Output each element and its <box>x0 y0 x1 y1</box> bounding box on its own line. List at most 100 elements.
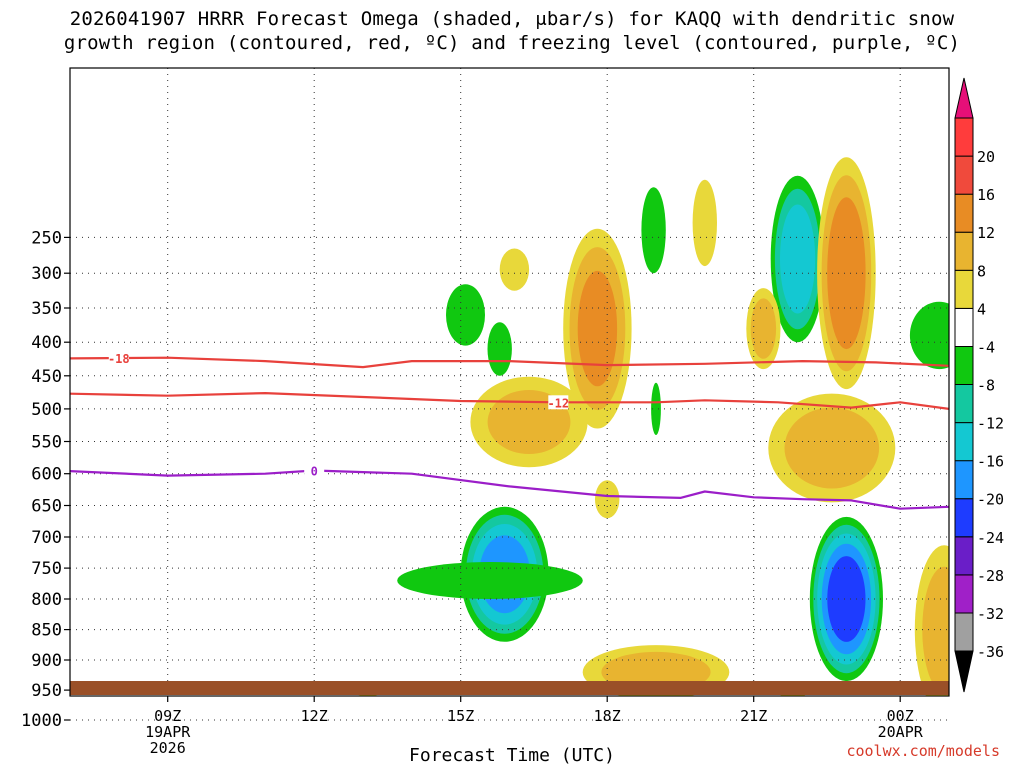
plot-frame <box>69 67 950 697</box>
x-tick-label-00Z: 00Z <box>887 707 914 725</box>
colorbar-swatch-2 <box>954 574 974 614</box>
y-tick-label-450: 450 <box>31 367 62 387</box>
omega-band-sink-mid-2230-8 <box>784 407 880 489</box>
colorbar-label--32: -32 <box>977 605 1004 623</box>
omega-band-sink-low-1800-4 <box>595 480 620 519</box>
omega-feature-sink-mid-1630 <box>470 376 588 468</box>
contour-label-bg--18 <box>108 351 129 366</box>
colorbar-swatch-4 <box>954 498 974 538</box>
colorbar-label--8: -8 <box>977 377 995 395</box>
contour-line--12 <box>70 392 949 410</box>
omega-feature-sink-upper-1800 <box>563 228 632 429</box>
omega-feature-lift-upper-1600 <box>487 322 512 376</box>
colorbar-label-12: 12 <box>977 224 995 242</box>
omega-feature-lift-upper-2230 <box>770 175 825 343</box>
colorbar-swatch-7 <box>954 384 974 424</box>
omega-feature-sink-low-1800 <box>595 480 620 519</box>
omega-feature-lift-narrow-1900 <box>651 382 661 435</box>
y-tick-label-1000: 1000 <box>21 711 62 731</box>
omega-band-lift-mid-2345-20 <box>827 556 866 642</box>
y-tick-label-700: 700 <box>31 528 62 548</box>
omega-feature-sink-upper-2100 <box>746 288 781 370</box>
x-tick-date-00Z: 20APR <box>878 723 924 741</box>
colorbar-swatch-8 <box>954 345 974 385</box>
y-tick-label-650: 650 <box>31 497 62 517</box>
omega-feature-sink-upper-2000 <box>692 179 717 267</box>
omega-band-lift-upper-1900-4 <box>641 187 666 274</box>
colorbar-swatch-9 <box>954 307 974 347</box>
colorbar-label--12: -12 <box>977 415 1004 433</box>
x-tick-label-09Z: 09Z <box>154 707 181 725</box>
omega-band-lift-right-edge-4 <box>909 301 949 370</box>
colorbar-swatch-13 <box>954 155 974 195</box>
x-tick-year-09Z: 2026 <box>150 739 186 757</box>
colorbar-label--24: -24 <box>977 529 1004 547</box>
y-tick-label-300: 300 <box>31 264 62 284</box>
y-tick-label-900: 900 <box>31 651 62 671</box>
x-axis-label: Forecast Time (UTC) <box>409 745 615 766</box>
contour-line--18 <box>70 356 949 369</box>
contour-label--18: -18 <box>108 352 130 366</box>
y-tick-label-600: 600 <box>31 465 62 485</box>
chart-title-line-2: growth region (contoured, red, ºC) and f… <box>63 32 961 54</box>
omega-feature-lift-upper-1900 <box>641 187 666 274</box>
colorbar-label--4: -4 <box>977 338 995 356</box>
colorbar-swatch-3 <box>954 536 974 576</box>
omega-feature-lift-upper-1530 <box>446 284 485 346</box>
colorbar-swatch-6 <box>954 422 974 462</box>
y-tick-label-800: 800 <box>31 590 62 610</box>
omega-band-sink-upper-2330-12 <box>827 197 866 350</box>
omega-band-lift-upper-1530-4 <box>446 284 485 346</box>
omega-band-sink-upper-1630-4 <box>499 248 530 291</box>
omega-feature-lift-right-edge <box>909 301 949 370</box>
colorbar-swatch-1 <box>954 612 974 652</box>
colorbar-label--20: -20 <box>977 491 1004 509</box>
omega-band-sink-upper-2000-4 <box>692 179 717 267</box>
omega-feature-sink-upper-2330 <box>817 157 876 390</box>
colorbar-swatch-14 <box>954 117 974 157</box>
site-credit: coolwx.com/models <box>846 742 1000 760</box>
colorbar-swatch-5 <box>954 460 974 500</box>
omega-feature-lift-mid-2345 <box>809 516 884 682</box>
omega-band-sink-upper-2100-8 <box>750 298 777 359</box>
x-tick-label-15Z: 15Z <box>447 707 474 725</box>
x-tick-label-21Z: 21Z <box>740 707 767 725</box>
chart-title-line-1: 2026041907 HRRR Forecast Omega (shaded, … <box>69 8 955 30</box>
y-tick-label-850: 850 <box>31 621 62 641</box>
omega-feature-sink-mid-2230 <box>768 393 896 503</box>
omega-feature-lift-streak <box>397 562 583 599</box>
omega-band-lift-upper-1600-4 <box>487 322 512 376</box>
colorbar-swatch-10 <box>954 269 974 309</box>
omega-feature-sink-upper-1630 <box>499 248 530 291</box>
ground-surface-bar <box>70 681 949 695</box>
x-tick-label-12Z: 12Z <box>301 707 328 725</box>
x-tick-date-09Z: 19APR <box>145 723 191 741</box>
colorbar-label--28: -28 <box>977 567 1004 585</box>
x-tick-label-18Z: 18Z <box>594 707 621 725</box>
omega-band-lift-streak-4 <box>397 562 583 599</box>
colorbar-label-8: 8 <box>977 262 986 280</box>
contour-label-0: 0 <box>311 465 318 479</box>
contour-line-0 <box>70 469 949 510</box>
y-tick-label-500: 500 <box>31 400 62 420</box>
y-tick-label-250: 250 <box>31 228 62 248</box>
colorbar-label-4: 4 <box>977 300 986 318</box>
contour-label--12: -12 <box>547 396 569 410</box>
y-tick-label-350: 350 <box>31 299 62 319</box>
contour-label-bg--12 <box>548 395 569 410</box>
omega-feature-sink-low-0100 <box>914 545 949 696</box>
colorbar-label--16: -16 <box>977 453 1004 471</box>
colorbar-label--36: -36 <box>977 643 1004 661</box>
contour-label-bg-0 <box>304 463 325 478</box>
colorbar-swatch-11 <box>954 231 974 271</box>
colorbar-swatch-above-20 <box>954 77 974 119</box>
colorbar-swatch-below--36 <box>954 650 974 693</box>
colorbar-label-16: 16 <box>977 186 995 204</box>
omega-band-sink-upper-1800-12 <box>577 270 618 387</box>
y-tick-label-400: 400 <box>31 333 62 353</box>
colorbar-swatch-12 <box>954 193 974 233</box>
colorbar-label-20: 20 <box>977 148 995 166</box>
y-tick-label-550: 550 <box>31 433 62 453</box>
y-tick-label-950: 950 <box>31 681 62 701</box>
